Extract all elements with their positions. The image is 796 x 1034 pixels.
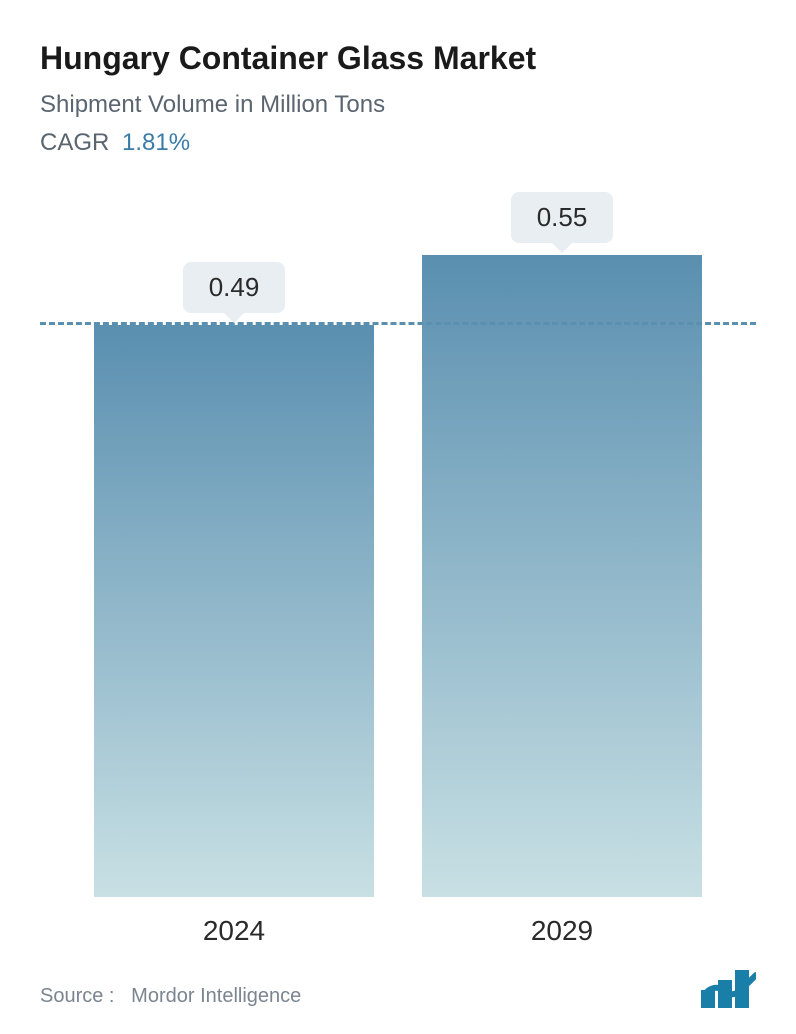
brand-logo	[701, 965, 756, 1008]
bar-group: 0.55	[422, 197, 702, 897]
bar	[422, 255, 702, 897]
chart-area: 0.49 0.55	[40, 197, 756, 897]
bars-container: 0.49 0.55	[40, 197, 756, 897]
chart-footer: Source : Mordor Intelligence	[40, 965, 756, 1008]
bar	[94, 325, 374, 897]
source-label: Source :	[40, 985, 114, 1007]
chart-title: Hungary Container Glass Market	[40, 40, 756, 77]
source-name: Mordor Intelligence	[131, 985, 301, 1007]
bar-group: 0.49	[94, 197, 374, 897]
reference-dashed-line	[40, 322, 756, 325]
bar-value-label: 0.49	[183, 262, 286, 313]
cagr-row: CAGR 1.81%	[40, 129, 756, 157]
logo-wave-icon	[704, 965, 756, 1010]
x-axis-label: 2029	[422, 915, 702, 947]
x-axis-label: 2024	[94, 915, 374, 947]
bar-value-label: 0.55	[511, 192, 614, 243]
chart-subtitle: Shipment Volume in Million Tons	[40, 91, 756, 119]
cagr-label: CAGR	[40, 129, 109, 156]
source-text: Source : Mordor Intelligence	[40, 985, 301, 1008]
x-axis-labels: 2024 2029	[40, 897, 756, 947]
cagr-value: 1.81%	[122, 129, 190, 156]
